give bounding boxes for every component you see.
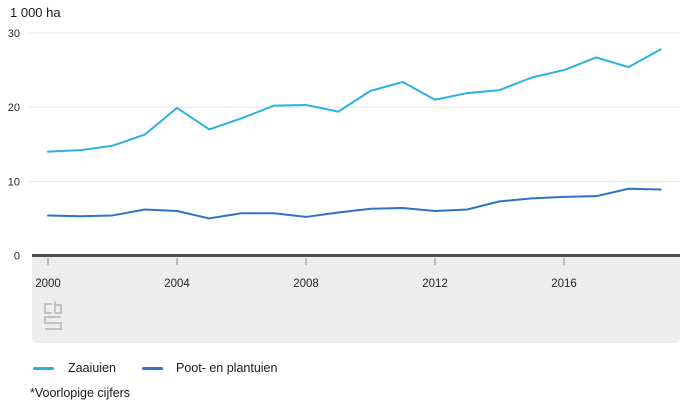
x-tick-label-2000: 2000 — [35, 278, 61, 290]
x-tick-label-2016: 2016 — [551, 278, 577, 290]
axis-layer: 2000 2004 2008 2012 2016 — [32, 254, 680, 290]
y-axis-unit-title: 1 000 ha — [10, 5, 61, 20]
x-tick-label-2008: 2008 — [293, 278, 319, 290]
provisional-figures-footnote: *Voorlopige cijfers — [30, 386, 131, 400]
x-tick-label-2012: 2012 — [422, 278, 448, 290]
poot-legend-label: Poot- en plantuien — [176, 361, 278, 375]
poot-legend-line-icon — [142, 367, 163, 370]
series-line-poot-en-plantuien — [47, 187, 662, 220]
zaaiuien-legend-label: Zaaiuien — [68, 361, 116, 375]
cbs-logo-icon — [44, 301, 62, 330]
zaaiuien-legend-line-icon — [33, 367, 54, 370]
y-tick-label-10: 10 — [8, 176, 20, 188]
line-chart-canvas: 0 10 20 30 2000 2004 2008 2012 2016 — [8, 28, 680, 343]
chart-legend: Zaaiuien Poot- en plantuien — [0, 360, 688, 376]
series-layer — [47, 48, 662, 220]
y-tick-label-30: 30 — [8, 28, 20, 40]
y-tick-label-0: 0 — [14, 251, 20, 263]
y-tick-label-20: 20 — [8, 102, 20, 114]
x-tick-label-2004: 2004 — [164, 278, 190, 290]
x-axis-band — [32, 255, 680, 343]
series-line-zaaiuien — [47, 48, 662, 153]
gridlines-layer: 0 10 20 30 — [8, 28, 680, 263]
